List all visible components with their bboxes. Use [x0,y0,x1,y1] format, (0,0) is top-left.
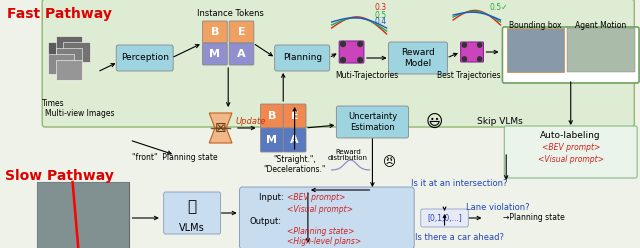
Text: Input:: Input: [259,193,286,203]
Polygon shape [209,113,232,128]
Text: 😠: 😠 [383,156,396,169]
FancyBboxPatch shape [203,21,227,43]
Text: Reward
Model: Reward Model [401,48,435,68]
Text: ⊠: ⊠ [215,121,227,135]
FancyBboxPatch shape [337,106,408,138]
Text: 0.4: 0.4 [375,18,387,27]
Circle shape [462,57,467,61]
Text: 0.5: 0.5 [375,10,387,20]
Text: "Decelerations.": "Decelerations." [264,165,326,175]
FancyBboxPatch shape [284,128,306,152]
Text: "Straight.",: "Straight.", [273,155,316,164]
FancyBboxPatch shape [116,45,173,71]
Text: Auto-labeling: Auto-labeling [540,131,601,141]
Bar [48,54,74,74]
Text: <Visual prompt>: <Visual prompt> [538,155,604,163]
Text: Agent Motion: Agent Motion [575,21,627,30]
Text: <Visual prompt>: <Visual prompt> [287,205,353,214]
FancyBboxPatch shape [339,41,364,63]
Text: M: M [266,135,277,145]
FancyBboxPatch shape [461,42,483,62]
Text: 0.5✓: 0.5✓ [490,2,508,11]
Text: Slow Pathway: Slow Pathway [5,169,114,183]
Text: Update: Update [236,118,266,126]
Bar [567,28,636,72]
Text: Output:: Output: [249,217,281,225]
Text: <BEV prompt>: <BEV prompt> [287,193,346,203]
Text: Fast Pathway: Fast Pathway [7,7,112,21]
FancyBboxPatch shape [502,27,639,83]
FancyBboxPatch shape [229,21,254,43]
FancyBboxPatch shape [42,0,634,127]
Text: 😃: 😃 [426,113,443,131]
FancyBboxPatch shape [504,126,637,178]
Bar [38,182,129,248]
Text: E: E [237,27,245,37]
FancyBboxPatch shape [421,209,468,227]
FancyBboxPatch shape [164,192,221,234]
Text: Multi-view Images: Multi-view Images [45,109,115,118]
Circle shape [358,58,362,62]
FancyBboxPatch shape [239,187,414,248]
FancyBboxPatch shape [275,45,330,71]
Bar [63,42,90,62]
Text: E: E [291,111,298,121]
Bar [56,48,82,68]
FancyBboxPatch shape [260,104,284,128]
Bar [507,28,564,72]
FancyBboxPatch shape [229,43,254,65]
Text: <Planning state>: <Planning state> [287,227,355,237]
Text: <High-level plans>: <High-level plans> [287,238,361,247]
Text: A: A [237,49,246,59]
Text: Instance Tokens: Instance Tokens [196,9,264,19]
Text: Best Trajectories: Best Trajectories [437,71,501,81]
Text: Is it at an intersection?: Is it at an intersection? [412,179,508,187]
Circle shape [340,58,346,62]
Bar [48,42,74,62]
Text: VLMs: VLMs [179,223,205,233]
Text: Uncertainty
Estimation: Uncertainty Estimation [348,112,397,132]
Text: B: B [268,111,276,121]
Text: →Planning state: →Planning state [504,214,565,222]
Circle shape [358,41,362,47]
FancyBboxPatch shape [260,128,284,152]
Bar [56,60,82,80]
Text: [0,1,0,...]: [0,1,0,...] [427,214,462,222]
Circle shape [340,41,346,47]
Text: Times: Times [42,98,65,107]
Bar [38,182,129,248]
Text: M: M [209,49,220,59]
Text: Planning: Planning [283,54,322,62]
Text: Muti-Trajectories: Muti-Trajectories [335,71,398,81]
Text: A: A [291,135,299,145]
Bar [56,36,82,56]
Text: "front"  Planning state: "front" Planning state [132,154,218,162]
Circle shape [477,57,482,61]
Polygon shape [209,128,232,143]
Text: Is there a car ahead?: Is there a car ahead? [415,233,504,242]
FancyBboxPatch shape [203,43,227,65]
Text: B: B [211,27,219,37]
Text: 🤖: 🤖 [188,199,196,215]
Text: Skip VLMs: Skip VLMs [477,118,522,126]
Text: Bounding box: Bounding box [509,21,562,30]
FancyBboxPatch shape [284,104,306,128]
Circle shape [462,43,467,47]
Text: Reward
distribution: Reward distribution [328,149,368,161]
Text: 0.3: 0.3 [375,2,387,11]
FancyBboxPatch shape [388,42,447,74]
Text: Lane violation?: Lane violation? [466,203,529,212]
Text: <BEV prompt>: <BEV prompt> [541,144,600,153]
Circle shape [477,43,482,47]
Text: Perception: Perception [121,54,169,62]
